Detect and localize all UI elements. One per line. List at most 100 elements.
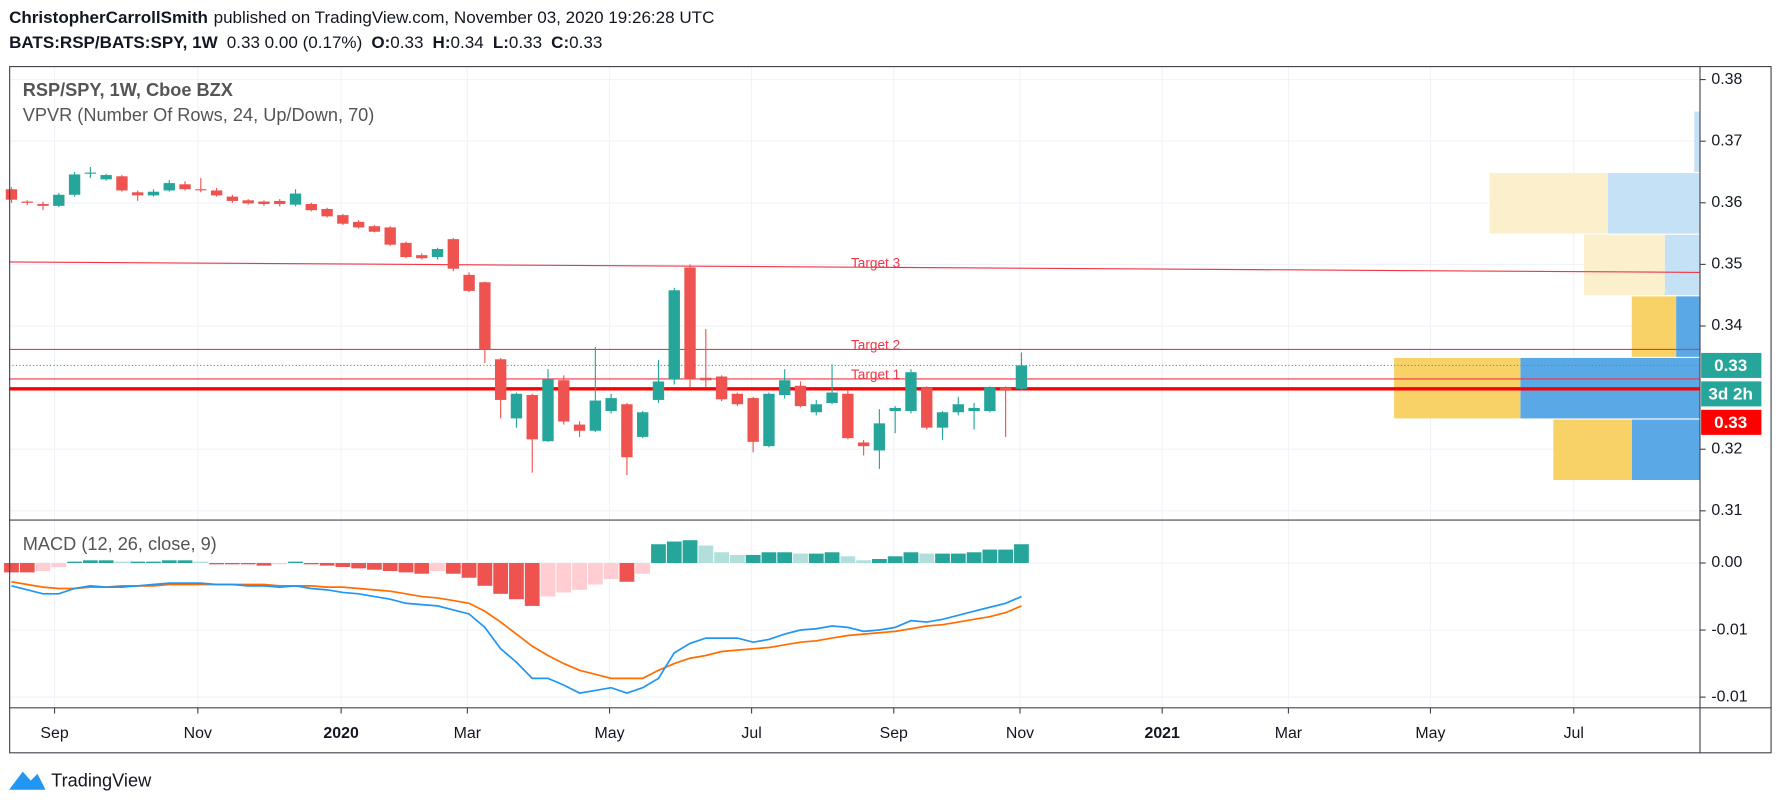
target-line (9, 261, 1700, 273)
ohlc-label: L: (493, 33, 509, 52)
candle-body (810, 404, 822, 413)
logo-icon (9, 771, 46, 790)
candle-body (715, 376, 728, 400)
x-tick-label: Sep (40, 725, 68, 742)
macd-histogram-bar (966, 552, 982, 563)
candle-body (84, 172, 97, 174)
candle-body (952, 404, 964, 413)
vpvr-down (1631, 296, 1677, 357)
signal-line (11, 580, 1022, 680)
candle-body (226, 196, 239, 201)
x-tick-label: 2021 (1144, 725, 1180, 742)
candle-body (132, 192, 144, 196)
vpvr-up (1607, 173, 1700, 234)
y-tick-label: 0.37 (1711, 132, 1742, 149)
macd-histogram-bar (303, 562, 319, 565)
candle-body (968, 407, 980, 412)
macd-histogram-bar (351, 562, 367, 569)
macd-histogram-bar (209, 562, 225, 565)
y-tick-label: 0.36 (1711, 194, 1742, 211)
candle-body (999, 387, 1012, 391)
candle-body (857, 442, 870, 447)
target-label: Target 3 (851, 255, 900, 270)
macd-histogram-bar (382, 562, 398, 572)
symbol-line: BATS:RSP/BATS:SPY, 1W 0.33 0.00 (0.17%) O:… (9, 33, 602, 52)
macd-histogram-bar (761, 552, 777, 563)
vpvr-up (1631, 419, 1700, 481)
macd-histogram-bar (903, 552, 919, 563)
candle-body (589, 400, 602, 431)
macd-histogram-bar (35, 562, 51, 572)
price-tag-label: 0.33 (1714, 356, 1747, 375)
macd-histogram-bar (272, 562, 288, 565)
price-tag (1701, 409, 1762, 435)
symbol: BATS:RSP/BATS:SPY, 1W (9, 33, 219, 52)
macd-histogram-bar (524, 562, 540, 606)
x-tick-label: Jul (1564, 725, 1584, 742)
y-tick-label: -0.01 (1711, 688, 1747, 705)
candle-body (321, 208, 333, 217)
candle-body (668, 290, 680, 380)
macd-histogram-bar (177, 560, 193, 563)
macd-histogram-bar (998, 549, 1014, 563)
target-label: Target 1 (851, 367, 900, 382)
candle-body (889, 407, 901, 412)
candle-body (558, 380, 570, 422)
vpvr-up (1676, 296, 1700, 357)
candle-body (463, 274, 475, 291)
candle-body (53, 194, 65, 206)
macd-histogram-bar (146, 561, 161, 563)
candle-body (542, 378, 554, 442)
candle-body (936, 412, 949, 428)
x-tick-label: Nov (1006, 725, 1034, 742)
candle-body (510, 393, 523, 419)
x-tick-label: May (1415, 725, 1445, 742)
macd-histogram-bar (556, 562, 572, 593)
x-tick-label: May (595, 725, 625, 742)
candle-body (873, 423, 886, 451)
macd-histogram-bar (130, 561, 146, 563)
macd-histogram-bar (682, 540, 698, 563)
candle-body (384, 227, 396, 245)
macd-histogram-bar (840, 556, 856, 563)
macd-histogram-bar (398, 562, 414, 573)
y-tick-label: 0.34 (1711, 317, 1742, 334)
macd-histogram-bar (114, 561, 130, 563)
candle-body (163, 183, 175, 191)
candle-body (179, 184, 191, 190)
macd-histogram-bar (777, 552, 793, 563)
ohlc-value: 0.33 (569, 33, 602, 52)
x-tick-label: 2020 (323, 725, 359, 742)
macd-histogram-bar (445, 562, 461, 574)
x-tick-label: Sep (880, 725, 908, 742)
macd-histogram-bar (1014, 544, 1029, 563)
macd-histogram-bar (477, 562, 493, 586)
candle-body (763, 393, 775, 447)
macd-histogram-bar (919, 553, 935, 563)
candle-body (289, 193, 302, 205)
y-tick-label: -0.01 (1711, 621, 1747, 638)
price-tag-label: 0.33 (1714, 413, 1747, 432)
candle-body (842, 393, 854, 439)
macd-histogram-bar (19, 562, 35, 573)
macd-histogram-bar (651, 544, 666, 563)
macd-histogram-bar (729, 554, 745, 563)
macd-histogram-bar (540, 562, 556, 597)
macd-histogram-bar (793, 553, 808, 563)
candle-body (605, 398, 617, 412)
macd-histogram-bar (493, 562, 509, 594)
candle-body (447, 239, 460, 269)
candle-body (1015, 365, 1028, 389)
macd-histogram-bar (808, 553, 824, 563)
macd-histogram-bar (4, 562, 19, 573)
vpvr-up (1664, 234, 1700, 296)
candle-body (210, 190, 223, 196)
candle-body (116, 176, 128, 191)
macd-histogram-bar (319, 562, 335, 566)
candle-body (526, 395, 538, 440)
price-tag-label: 3d 2h (1708, 385, 1753, 404)
ohlc-value: 0.33 (390, 33, 423, 52)
candle-body (652, 381, 665, 400)
macd-histogram-bar (193, 561, 209, 563)
tradingview-logo: TradingView (9, 771, 152, 791)
